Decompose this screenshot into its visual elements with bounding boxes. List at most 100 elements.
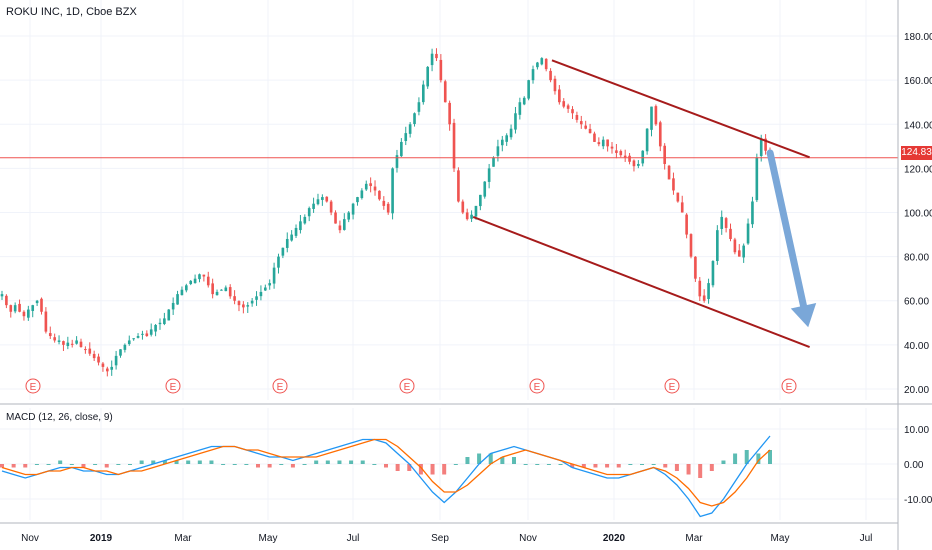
candle[interactable] (373, 186, 377, 191)
candle[interactable] (606, 139, 609, 147)
candle[interactable] (40, 298, 43, 312)
candle[interactable] (228, 287, 232, 297)
candle[interactable] (123, 344, 127, 350)
candle[interactable] (18, 303, 21, 312)
candle[interactable] (44, 311, 48, 332)
candle[interactable] (386, 203, 390, 213)
candle[interactable] (737, 250, 741, 257)
earnings-marker[interactable]: E (272, 378, 288, 394)
candle[interactable] (672, 178, 675, 191)
candle[interactable] (97, 356, 100, 363)
candle[interactable] (149, 329, 153, 335)
candle[interactable] (421, 84, 425, 103)
candle[interactable] (759, 139, 763, 157)
candle[interactable] (163, 318, 166, 324)
candle[interactable] (281, 247, 285, 256)
candle[interactable] (505, 135, 509, 142)
candle[interactable] (540, 58, 544, 65)
candle[interactable] (391, 168, 394, 214)
candle[interactable] (316, 199, 320, 205)
candle[interactable] (233, 296, 236, 301)
candle[interactable] (597, 142, 601, 145)
candle[interactable] (369, 183, 372, 187)
candle[interactable] (360, 190, 364, 199)
candle[interactable] (66, 342, 70, 347)
candle[interactable] (658, 122, 662, 147)
candle[interactable] (632, 160, 636, 167)
candle[interactable] (329, 201, 333, 213)
candle[interactable] (299, 221, 302, 231)
earnings-circle[interactable] (664, 378, 680, 394)
candle[interactable] (575, 114, 579, 120)
candle[interactable] (650, 106, 653, 130)
candle[interactable] (31, 305, 35, 311)
earnings-marker[interactable]: E (165, 378, 181, 394)
candle[interactable] (312, 203, 315, 209)
candle[interactable] (470, 214, 473, 219)
candle[interactable] (724, 218, 728, 228)
candle[interactable] (544, 58, 548, 70)
candle[interactable] (549, 70, 552, 81)
price-plot[interactable] (0, 48, 898, 377)
candle[interactable] (584, 125, 587, 129)
candle[interactable] (62, 341, 65, 345)
candle[interactable] (500, 139, 504, 146)
earnings-circle[interactable] (272, 378, 288, 394)
candle[interactable] (53, 337, 56, 341)
candle[interactable] (522, 97, 526, 105)
candle[interactable] (465, 212, 469, 220)
candle[interactable] (198, 274, 201, 280)
candle[interactable] (689, 234, 693, 257)
candle[interactable] (571, 109, 574, 114)
candle[interactable] (492, 157, 495, 167)
candle[interactable] (255, 296, 258, 300)
candle[interactable] (443, 81, 447, 103)
candle[interactable] (716, 230, 719, 262)
candle[interactable] (417, 102, 421, 112)
candle[interactable] (382, 200, 386, 206)
candle[interactable] (294, 227, 298, 236)
candle[interactable] (101, 363, 105, 367)
earnings-marker[interactable]: E (664, 378, 680, 394)
candle[interactable] (404, 133, 408, 142)
candle[interactable] (154, 325, 157, 332)
candle[interactable] (127, 340, 131, 345)
candle[interactable] (246, 305, 250, 307)
candle[interactable] (106, 368, 109, 372)
candle[interactable] (342, 219, 346, 230)
candle[interactable] (400, 141, 403, 157)
candle[interactable] (742, 245, 745, 258)
candle[interactable] (536, 62, 539, 68)
candle[interactable] (114, 355, 118, 366)
earnings-marker[interactable]: E (529, 378, 545, 394)
candle[interactable] (79, 341, 83, 348)
candle[interactable] (637, 163, 640, 166)
candle[interactable] (514, 113, 517, 130)
candle[interactable] (751, 201, 754, 225)
candle[interactable] (9, 305, 13, 312)
candle[interactable] (307, 208, 311, 217)
candle[interactable] (733, 239, 737, 253)
candle[interactable] (685, 214, 688, 235)
candle[interactable] (474, 205, 478, 217)
candle[interactable] (70, 343, 74, 345)
candle[interactable] (531, 69, 535, 81)
earnings-circle[interactable] (399, 378, 415, 394)
candle[interactable] (119, 349, 122, 356)
candle[interactable] (263, 287, 267, 291)
candle[interactable] (75, 340, 78, 344)
candle[interactable] (220, 289, 223, 291)
candle[interactable] (84, 349, 87, 351)
candle[interactable] (680, 202, 684, 213)
candle[interactable] (259, 291, 263, 297)
candle[interactable] (593, 133, 596, 142)
candle[interactable] (285, 238, 289, 248)
candle[interactable] (746, 223, 750, 244)
candle[interactable] (0, 294, 4, 297)
candle[interactable] (623, 155, 627, 158)
candle[interactable] (92, 353, 96, 359)
candle[interactable] (676, 192, 680, 202)
candle[interactable] (518, 102, 522, 115)
candle[interactable] (667, 165, 671, 180)
